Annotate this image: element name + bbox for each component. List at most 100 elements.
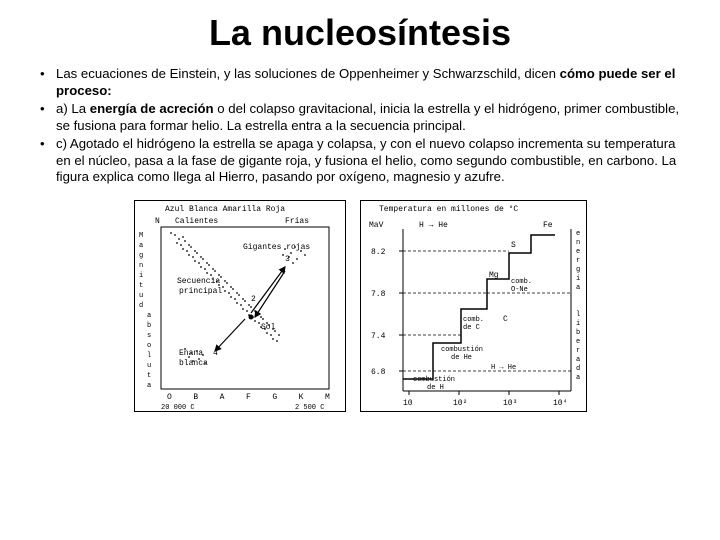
fusion-fe: Fe (543, 221, 553, 230)
svg-text:t: t (139, 282, 143, 290)
hr-arrows (215, 267, 285, 351)
svg-text:7.4: 7.4 (371, 332, 386, 341)
fusion-note-comb1: comb. (511, 278, 532, 286)
svg-text:t: t (147, 372, 151, 380)
fusion-step-line (403, 235, 555, 379)
hr-gigantes-label: Gigantes rojas (243, 243, 310, 252)
bullet-item: Las ecuaciones de Einstein, y las soluci… (40, 66, 680, 99)
svg-text:10²: 10² (453, 399, 467, 408)
svg-text:a: a (139, 242, 143, 250)
svg-text:8.2: 8.2 (371, 248, 386, 257)
svg-text:í: í (576, 275, 580, 283)
fusion-note-dec: de C (463, 324, 480, 332)
figure-row: Azul Blanca Amarilla Roja N Calientes Fr… (30, 200, 690, 412)
svg-text:a: a (576, 374, 580, 382)
svg-text:e: e (576, 248, 580, 256)
fusion-yunit: MaV (369, 221, 384, 230)
svg-text:a: a (576, 356, 580, 364)
svg-text:r: r (576, 257, 580, 265)
svg-text:a: a (576, 284, 580, 292)
bullet-list: Las ecuaciones de Einstein, y las soluci… (40, 66, 680, 186)
svg-text:l: l (576, 311, 580, 319)
svg-text:M: M (139, 232, 143, 240)
fusion-note-one: O-Ne (511, 286, 528, 294)
svg-text:e: e (576, 338, 580, 346)
svg-text:n: n (576, 239, 580, 247)
bullet-item: c) Agotado el hidrógeno la estrella se a… (40, 136, 680, 186)
svg-text:a: a (147, 312, 151, 320)
hr-sol: Sol (261, 323, 276, 332)
svg-text:u: u (139, 292, 143, 300)
svg-text:s: s (147, 332, 151, 340)
fusion-note-combde: comb. (463, 316, 484, 324)
svg-text:G: G (272, 393, 277, 402)
hr-principal: principal (179, 287, 222, 296)
svg-text:10: 10 (403, 399, 413, 408)
hr-xticks: OBAFGKM (167, 393, 330, 402)
svg-text:b: b (576, 329, 580, 337)
hr-ylabel: M a g n i t u d a b s o l u t a (139, 232, 151, 390)
fusion-h-he: H → He (419, 221, 448, 230)
hr-bottom-right: 2 500 C (295, 404, 324, 411)
fusion-deH: de H (427, 384, 444, 392)
hr-blanca: blanca (179, 359, 208, 368)
svg-text:b: b (147, 322, 151, 330)
svg-text:d: d (576, 365, 580, 373)
svg-text:7.8: 7.8 (371, 290, 386, 299)
fusion-note-dehe: de He (451, 354, 472, 362)
svg-text:g: g (576, 266, 580, 274)
svg-text:e: e (576, 230, 580, 238)
slide-title: La nucleosíntesis (30, 12, 690, 54)
fusion-gridlines (403, 251, 571, 371)
bullet-text: a) La (56, 101, 90, 116)
svg-text:r: r (576, 347, 580, 355)
svg-text:K: K (298, 393, 303, 402)
svg-text:F: F (246, 393, 251, 402)
fusion-chart-panel: Temperatura en millones de °C MaV H → He… (360, 200, 587, 412)
svg-text:l: l (147, 352, 151, 360)
svg-text:d: d (139, 302, 143, 310)
hr-cold-label: Frías (285, 217, 309, 226)
svg-text:o: o (147, 342, 151, 350)
svg-text:B: B (193, 393, 198, 402)
fusion-note-combhe: combustión (441, 346, 483, 354)
hr-n3: 3 (285, 255, 290, 264)
hr-diagram-panel: Azul Blanca Amarilla Roja N Calientes Fr… (134, 200, 346, 412)
bullet-bold: energía de acreción (90, 101, 214, 116)
svg-text:u: u (147, 362, 151, 370)
hr-diagram-svg: Azul Blanca Amarilla Roja N Calientes Fr… (135, 201, 345, 411)
svg-text:10³: 10³ (503, 399, 517, 408)
fusion-el-Mg: Mg (489, 271, 499, 280)
hr-hot-label: Calientes (175, 217, 218, 226)
svg-text:M: M (325, 393, 330, 402)
svg-text:6.8: 6.8 (371, 368, 386, 377)
bullet-item: a) La energía de acreción o del colapso … (40, 101, 680, 134)
svg-text:O: O (167, 393, 172, 402)
hr-sol-marker (248, 314, 253, 319)
fusion-right-label: energía liberada (576, 230, 580, 382)
svg-text:10⁴: 10⁴ (553, 399, 567, 408)
fusion-el-S: S (511, 241, 516, 250)
svg-text:i: i (139, 272, 143, 280)
fusion-combH: combustión (413, 376, 455, 384)
svg-text:i: i (576, 320, 580, 328)
hr-n2: 2 (251, 295, 256, 304)
fusion-hhe2: H → He (491, 364, 516, 372)
svg-text:a: a (147, 382, 151, 390)
hr-secuencia: Secuencia (177, 277, 220, 286)
svg-text:n: n (139, 262, 143, 270)
bullet-text: Las ecuaciones de Einstein, y las soluci… (56, 66, 560, 81)
hr-bottom-left: 20 000 C (161, 404, 195, 411)
svg-text:A: A (219, 393, 224, 402)
svg-text:g: g (139, 252, 143, 260)
hr-color-label: Azul Blanca Amarilla Roja (165, 205, 285, 214)
fusion-yticks: 8.2 7.8 7.4 6.8 (371, 248, 403, 377)
fusion-chart-svg: Temperatura en millones de °C MaV H → He… (361, 201, 586, 411)
fusion-el-C: C (503, 315, 508, 324)
slide: La nucleosíntesis Las ecuaciones de Eins… (0, 0, 720, 420)
hr-enana: Enana (179, 349, 203, 358)
bullet-text: c) Agotado el hidrógeno la estrella se a… (56, 136, 676, 184)
hr-N-label: N (155, 217, 160, 226)
fusion-title: Temperatura en millones de °C (379, 205, 518, 214)
fusion-xticks: 10 10² 10³ 10⁴ (403, 391, 567, 408)
